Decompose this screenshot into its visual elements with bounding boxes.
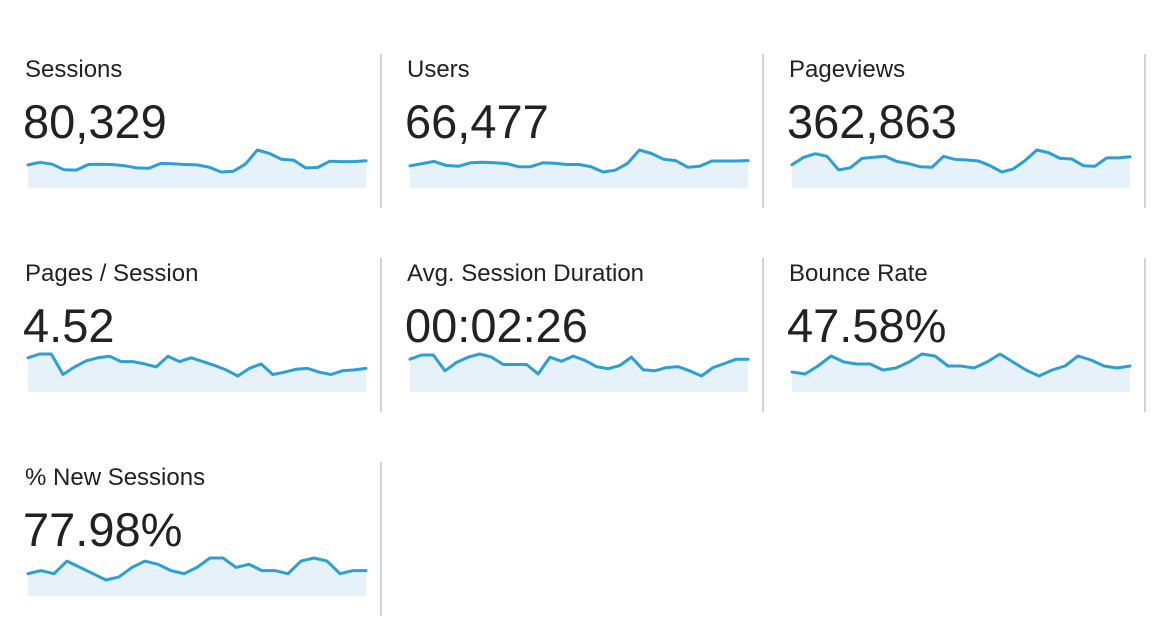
- metric-card-sessions[interactable]: Sessions 80,329: [0, 54, 382, 208]
- metric-label: Avg. Session Duration: [407, 260, 645, 287]
- sessions-sparkline: [26, 148, 368, 188]
- metric-label: Pageviews: [789, 56, 906, 83]
- metric-value: 47.58%: [787, 299, 947, 352]
- sparkline-series-line: [408, 148, 750, 174]
- metric-value: 362,863: [787, 95, 957, 148]
- sparkline-area: [410, 354, 748, 392]
- metric-value: 77.98%: [23, 503, 183, 556]
- metric-card-users[interactable]: Users 66,477: [382, 54, 764, 208]
- new-sessions-sparkline: [26, 556, 368, 596]
- metric-value: 00:02:26: [405, 299, 588, 352]
- sparkline-series-line: [408, 352, 750, 378]
- metric-label: Sessions: [25, 56, 123, 83]
- sparkline-area: [410, 150, 748, 188]
- sparkline-area: [28, 558, 366, 596]
- metric-card-avg-session-duration[interactable]: Avg. Session Duration 00:02:26: [382, 258, 764, 412]
- metric-label: Users: [407, 56, 470, 83]
- pages-per-session-sparkline: [26, 352, 368, 392]
- sparkline-area: [792, 150, 1130, 188]
- metric-card-bounce-rate[interactable]: Bounce Rate 47.58%: [764, 258, 1146, 412]
- sparkline-series-line: [790, 352, 1132, 378]
- metric-label: % New Sessions: [25, 464, 206, 491]
- sparkline-area: [792, 354, 1130, 392]
- bounce-rate-sparkline: [790, 352, 1132, 392]
- metric-label: Bounce Rate: [789, 260, 928, 287]
- avg-session-duration-sparkline: [408, 352, 750, 392]
- metric-card-new-sessions[interactable]: % New Sessions 77.98%: [0, 462, 382, 616]
- metric-card-pages-per-session[interactable]: Pages / Session 4.52: [0, 258, 382, 412]
- sparkline-area: [28, 354, 366, 392]
- metric-card-pageviews[interactable]: Pageviews 362,863: [764, 54, 1146, 208]
- metric-label: Pages / Session: [25, 260, 199, 287]
- users-sparkline: [408, 148, 750, 188]
- metric-value: 4.52: [23, 299, 115, 352]
- sparkline-series-line: [26, 148, 368, 174]
- sparkline-series-line: [790, 148, 1132, 174]
- sparkline-series-line: [26, 352, 368, 378]
- metric-value: 80,329: [23, 95, 167, 148]
- pageviews-sparkline: [790, 148, 1132, 188]
- metric-value: 66,477: [405, 95, 549, 148]
- sparkline-series-line: [26, 556, 368, 582]
